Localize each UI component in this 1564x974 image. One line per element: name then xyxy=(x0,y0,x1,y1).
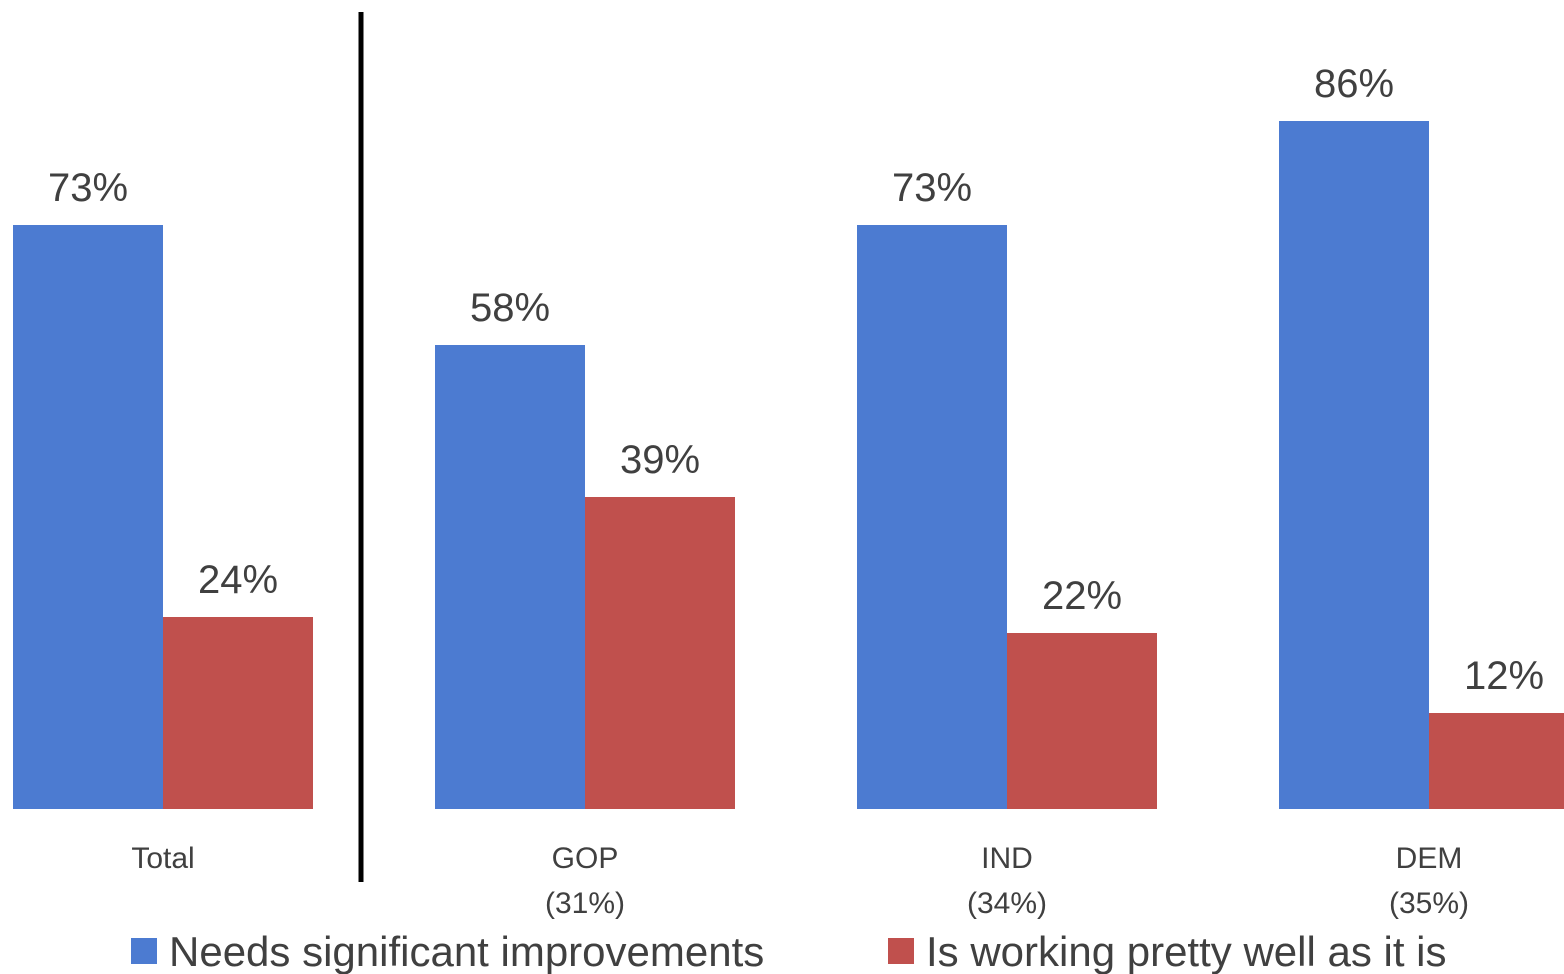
bar-working-well-total xyxy=(163,617,313,809)
bar-needs-improvements-total xyxy=(13,225,163,809)
bar-needs-improvements-gop xyxy=(435,345,585,809)
value-label: 24% xyxy=(198,558,278,602)
legend: Needs significant improvements Is working… xyxy=(131,928,1447,974)
value-label: 58% xyxy=(470,286,550,330)
value-labels-group: 73% 24% 58% 39% 73% 22% 86% 12% xyxy=(48,62,1544,698)
category-label-total: Total xyxy=(131,842,194,875)
legend-swatch-needs-improvements xyxy=(131,938,157,964)
legend-label-needs-improvements: Needs significant improvements xyxy=(169,928,764,974)
value-label: 73% xyxy=(892,166,972,210)
bar-working-well-ind xyxy=(1007,633,1157,809)
bar-needs-improvements-dem xyxy=(1279,121,1429,809)
category-sublabel-dem: (35%) xyxy=(1389,887,1469,920)
bars-group xyxy=(13,121,1564,809)
value-label: 22% xyxy=(1042,574,1122,618)
category-sublabel-ind: (34%) xyxy=(967,887,1047,920)
value-label: 39% xyxy=(620,438,700,482)
value-label: 86% xyxy=(1314,62,1394,106)
value-label: 12% xyxy=(1464,654,1544,698)
legend-swatch-working-well xyxy=(888,938,914,964)
value-label: 73% xyxy=(48,166,128,210)
category-label-ind: IND xyxy=(981,842,1033,875)
category-label-dem: DEM xyxy=(1396,842,1463,875)
bar-working-well-gop xyxy=(585,497,735,809)
category-label-gop: GOP xyxy=(552,842,619,875)
bar-working-well-dem xyxy=(1429,713,1564,809)
category-sublabel-gop: (31%) xyxy=(545,887,625,920)
bar-needs-improvements-ind xyxy=(857,225,1007,809)
category-labels-group: Total GOP (31%) IND (34%) DEM (35%) xyxy=(131,842,1469,920)
legend-label-working-well: Is working pretty well as it is xyxy=(926,928,1447,974)
